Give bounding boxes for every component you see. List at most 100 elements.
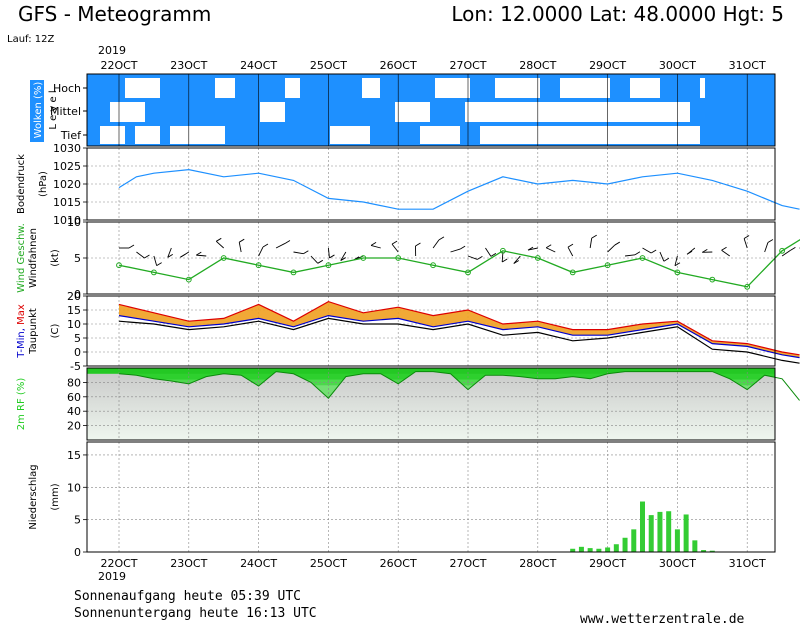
pressure-unit-label: (hPa) bbox=[38, 171, 49, 197]
site-credit: www.wetterzentrale.de bbox=[580, 612, 745, 625]
y-tick-label: 5 bbox=[74, 252, 81, 265]
wind-barb-feather bbox=[459, 245, 466, 250]
wind-speed-point bbox=[534, 255, 541, 261]
wind-panel: 0 5 10 Wind Geschw. Windfahnen (kt) bbox=[16, 216, 800, 301]
sunrise-text: Sonnenaufgang heute 05:39 UTC bbox=[74, 589, 301, 604]
day-label: 22OCT bbox=[100, 557, 137, 570]
day-label: 28OCT bbox=[519, 557, 556, 570]
pressure-panel: 1010 1015 1020 1025 1030 Bodendruck (hPa) bbox=[16, 142, 800, 227]
wind-barb-feather bbox=[167, 253, 173, 258]
y-tick-label: 20 bbox=[67, 290, 81, 303]
precip-bar bbox=[701, 550, 707, 552]
wind-barb-feather bbox=[216, 237, 222, 242]
level-axis-label: L e v e l bbox=[48, 90, 59, 129]
y-tick-label: 1030 bbox=[53, 142, 81, 155]
wind-barb-feather bbox=[527, 246, 534, 251]
wind-speed-point bbox=[779, 247, 785, 254]
wind-speed-point bbox=[465, 269, 471, 276]
humidity-background bbox=[87, 368, 775, 440]
cloud-gap bbox=[495, 78, 540, 98]
wind-speed-point bbox=[674, 269, 681, 276]
precip-bar bbox=[666, 511, 672, 552]
wind-speed-point bbox=[325, 262, 332, 269]
wind-barb-feather bbox=[477, 256, 483, 260]
day-label: 24OCT bbox=[240, 557, 277, 570]
wind-speed-point bbox=[604, 262, 611, 269]
wind-barb-feather bbox=[370, 242, 377, 246]
precip-bar bbox=[587, 548, 593, 552]
temperature-axis-label: T-Min, Max bbox=[16, 304, 27, 359]
pressure-line bbox=[118, 168, 800, 210]
wind-barb-feather bbox=[567, 243, 574, 248]
wind-barb bbox=[432, 239, 440, 249]
sunset-text: Sonnenuntergang heute 16:13 UTC bbox=[74, 606, 317, 621]
cloud-panel: Hoch Mittel Tief Wolken (%) L e v e l bbox=[30, 73, 776, 147]
y-tick-label: 0 bbox=[74, 346, 81, 359]
cloud-gap bbox=[110, 102, 145, 122]
y-tick-label: 40 bbox=[67, 405, 81, 418]
panel-frame bbox=[86, 367, 776, 441]
wind-barb bbox=[310, 255, 319, 264]
day-label: 29OCT bbox=[589, 59, 626, 72]
precip-bar bbox=[596, 548, 602, 552]
y-tick-label: 10 bbox=[67, 216, 81, 229]
y-tick-label: -5 bbox=[70, 360, 81, 373]
precip-bar bbox=[640, 501, 645, 552]
wind-barb-feather bbox=[634, 251, 641, 256]
wind-barb-feather bbox=[702, 248, 708, 253]
wind-barb bbox=[340, 251, 347, 261]
wind-barb bbox=[215, 240, 225, 249]
precip-bar bbox=[613, 544, 619, 552]
day-label: 27OCT bbox=[449, 59, 486, 72]
day-label: 24OCT bbox=[240, 59, 277, 72]
wind-barb-feather bbox=[262, 243, 269, 248]
y-tick-label: 10 bbox=[67, 318, 81, 331]
precip-bar bbox=[709, 550, 715, 552]
y-tick-label: 80 bbox=[67, 376, 81, 389]
wind-barb bbox=[545, 247, 556, 253]
day-label: 23OCT bbox=[170, 557, 207, 570]
wind-barb-feather bbox=[686, 250, 693, 255]
precip-bar bbox=[631, 529, 637, 552]
wind-barb bbox=[674, 255, 678, 266]
wind-axis-label: Wind Geschw. bbox=[16, 223, 27, 293]
wind-barb bbox=[327, 247, 330, 258]
cloud-gap bbox=[215, 78, 235, 98]
wind-speed-point bbox=[116, 262, 122, 269]
wind-speed-point bbox=[185, 276, 192, 283]
wind-barb-feather bbox=[438, 236, 445, 241]
cloud-gap bbox=[435, 78, 470, 98]
wind-barb-feather bbox=[663, 257, 670, 262]
temperature-unit-label: (C) bbox=[50, 324, 61, 339]
location-info: Lon: 12.0000 Lat: 48.0000 Hgt: 5 bbox=[451, 2, 784, 26]
wind-speed-point bbox=[500, 247, 506, 254]
cloud-gap bbox=[362, 78, 380, 98]
wind-barb bbox=[485, 247, 492, 257]
cloud-gap bbox=[465, 102, 690, 122]
day-label: 31OCT bbox=[729, 557, 766, 570]
wind-speed-point bbox=[395, 255, 402, 261]
wind-barb bbox=[258, 246, 264, 257]
wind-barb-feather bbox=[329, 254, 335, 259]
precip-bar bbox=[683, 514, 689, 552]
precip-bar bbox=[578, 546, 584, 552]
y-tick-label: 1020 bbox=[53, 178, 81, 191]
y-tick-label: 1010 bbox=[53, 214, 81, 227]
wind-barb bbox=[607, 244, 616, 253]
panel-frame bbox=[86, 73, 776, 147]
precip-bar bbox=[657, 511, 663, 552]
cloud-gap bbox=[285, 78, 300, 98]
wind-barb-feather bbox=[767, 239, 774, 243]
precip-panel: 0 5 10 15 Niederschlag (mm) bbox=[28, 441, 776, 559]
cloud-gap bbox=[560, 78, 610, 98]
wind-barb bbox=[196, 254, 207, 257]
wind-speed-point bbox=[709, 276, 716, 283]
cloud-gap bbox=[330, 126, 370, 144]
level-label: Tief bbox=[60, 129, 82, 142]
day-label: 30OCT bbox=[659, 557, 696, 570]
wind-barb-feather bbox=[614, 241, 621, 246]
y-tick-label: 15 bbox=[67, 449, 81, 462]
level-label: Mittel bbox=[50, 105, 81, 118]
